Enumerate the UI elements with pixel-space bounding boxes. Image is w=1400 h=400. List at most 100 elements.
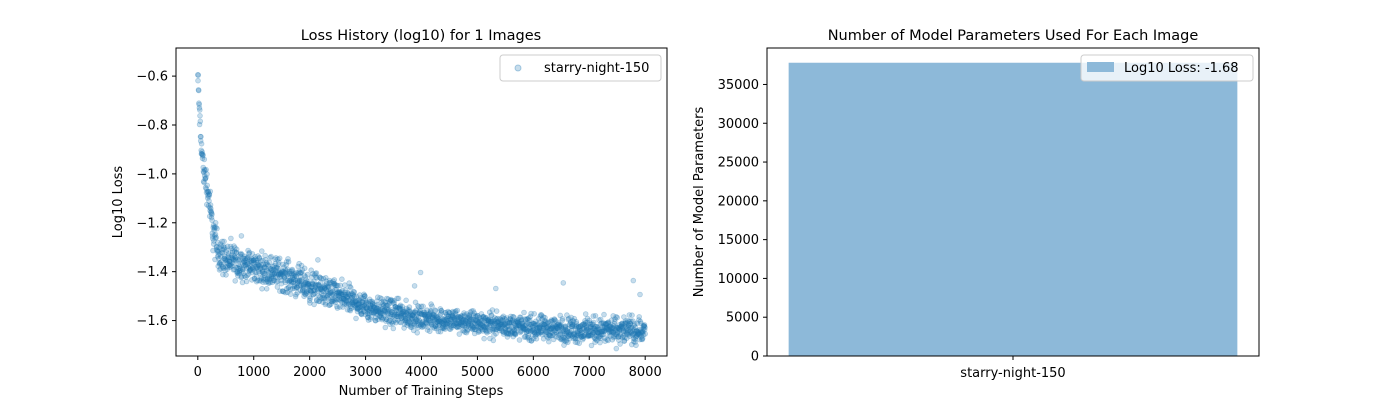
scatter-point [457, 314, 464, 321]
scatter-point [579, 333, 586, 339]
scatter-point [558, 323, 564, 330]
scatter-point [547, 325, 553, 332]
scatter-point [473, 318, 479, 324]
scatter-point [561, 337, 568, 344]
scatter-point [228, 245, 235, 252]
scatter-point [636, 314, 642, 320]
scatter-point [303, 279, 309, 286]
scatter-point [307, 287, 314, 294]
scatter-point [427, 317, 433, 324]
scatter-point [221, 255, 228, 262]
scatter-point [614, 330, 621, 336]
scatter-point [582, 317, 588, 324]
scatter-point [569, 323, 575, 330]
scatter-point [324, 292, 331, 299]
scatter-point [471, 324, 477, 331]
scatter-point [324, 289, 331, 296]
scatter-point [471, 326, 478, 333]
scatter-point [626, 318, 633, 325]
scatter-point [433, 313, 440, 319]
scatter-point [533, 327, 539, 334]
scatter-point [497, 320, 504, 327]
scatter-point [320, 283, 327, 290]
scatter-point [282, 279, 289, 286]
scatter-point [556, 322, 563, 329]
scatter-point [251, 259, 258, 266]
scatter-point [551, 328, 558, 334]
scatter-point [196, 101, 203, 108]
scatter-point [564, 327, 570, 334]
scatter-point [526, 315, 532, 321]
scatter-point [355, 302, 362, 308]
scatter-point [326, 280, 333, 287]
scatter-point [585, 333, 591, 340]
scatter-point [635, 331, 641, 337]
scatter-point [566, 331, 573, 337]
scatter-point [559, 325, 566, 332]
scatter-point [467, 314, 473, 321]
scatter-point [552, 325, 558, 332]
bar-legend-label: Log10 Loss: -1.68 [1124, 61, 1239, 76]
scatter-point [295, 270, 302, 276]
scatter-point [289, 285, 296, 292]
scatter-point [430, 324, 437, 330]
scatter-point [334, 289, 341, 296]
scatter-point [507, 316, 514, 322]
scatter-point [631, 322, 637, 329]
scatter-point [595, 329, 601, 336]
scatter-point [205, 192, 211, 199]
scatter-point [337, 290, 344, 297]
scatter-point [546, 332, 553, 339]
scatter-point [554, 325, 560, 332]
scatter-point [497, 316, 504, 323]
scatter-point [293, 291, 299, 298]
scatter-point [487, 320, 494, 327]
scatter-point [532, 331, 538, 337]
scatter-point [581, 333, 587, 340]
scatter-point [305, 281, 312, 288]
scatter-point [576, 325, 583, 332]
scatter-point [418, 311, 425, 317]
scatter-point [239, 268, 245, 275]
scatter-point [469, 326, 476, 333]
scatter-point [210, 235, 216, 242]
scatter-point [204, 201, 210, 208]
scatter-point [239, 251, 245, 258]
scatter-point [620, 325, 626, 331]
scatter-point [271, 271, 277, 278]
scatter-point [553, 333, 559, 340]
scatter-point [338, 291, 345, 298]
scatter-point [316, 274, 323, 281]
scatter-point [538, 312, 545, 319]
scatter-point [485, 317, 492, 324]
scatter-point [316, 298, 323, 305]
scatter-point [470, 324, 477, 331]
scatter-point [495, 318, 502, 325]
scatter-point [302, 290, 308, 297]
scatter-point [365, 314, 371, 321]
scatter-point [261, 264, 268, 270]
scatter-point [540, 314, 547, 320]
scatter-point [496, 325, 502, 332]
scatter-point [231, 253, 238, 260]
scatter-point [384, 306, 391, 312]
bar-y-tick-label: 30000 [718, 117, 759, 132]
scatter-point [209, 217, 215, 224]
scatter-point [629, 332, 636, 339]
scatter-y-tick-label: −1.2 [136, 216, 168, 231]
scatter-point [535, 316, 542, 322]
scatter-point [504, 320, 511, 327]
scatter-point [464, 311, 470, 317]
scatter-point [294, 279, 301, 285]
scatter-point [253, 273, 260, 280]
bar [788, 62, 1238, 357]
scatter-point [307, 295, 314, 302]
scatter-point [248, 258, 254, 264]
scatter-point [458, 318, 465, 325]
scatter-point [528, 338, 535, 344]
scatter-point [275, 259, 282, 266]
scatter-point [396, 305, 403, 312]
scatter-point [355, 301, 362, 307]
scatter-point [483, 328, 490, 335]
scatter-point [499, 314, 506, 321]
